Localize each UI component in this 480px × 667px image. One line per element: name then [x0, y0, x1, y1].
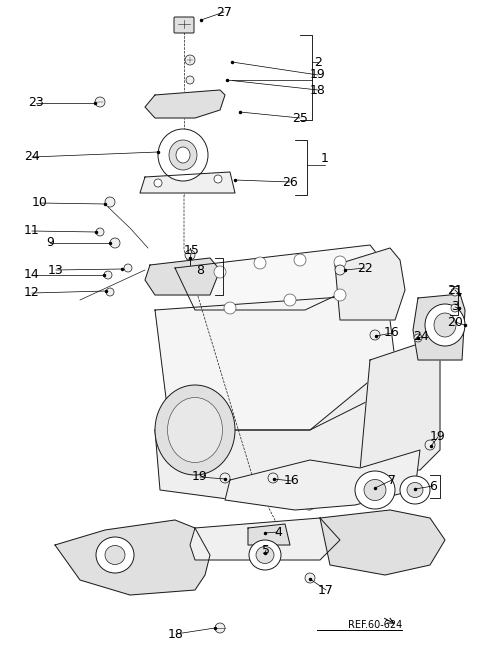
Ellipse shape [256, 546, 274, 564]
Circle shape [224, 302, 236, 314]
Circle shape [96, 228, 104, 236]
FancyBboxPatch shape [174, 17, 194, 33]
Circle shape [451, 288, 459, 296]
Polygon shape [335, 248, 405, 320]
Polygon shape [155, 360, 415, 510]
Polygon shape [248, 524, 290, 545]
Ellipse shape [364, 480, 386, 500]
Text: 14: 14 [24, 269, 40, 281]
Text: 11: 11 [24, 225, 40, 237]
Text: 10: 10 [32, 197, 48, 209]
Text: 23: 23 [28, 97, 44, 109]
Circle shape [214, 175, 222, 183]
Circle shape [268, 473, 278, 483]
Text: 25: 25 [292, 111, 308, 125]
Text: 19: 19 [310, 69, 326, 81]
Text: 7: 7 [388, 474, 396, 486]
Polygon shape [225, 450, 420, 510]
Polygon shape [175, 245, 390, 310]
Circle shape [305, 573, 315, 583]
Circle shape [425, 440, 435, 450]
Circle shape [185, 250, 195, 260]
Text: 5: 5 [262, 544, 270, 556]
Text: 2: 2 [314, 55, 322, 69]
Text: REF.60-624: REF.60-624 [348, 620, 402, 630]
Circle shape [106, 288, 114, 296]
Circle shape [334, 289, 346, 301]
Polygon shape [320, 510, 445, 575]
Ellipse shape [176, 147, 190, 163]
Ellipse shape [407, 482, 423, 498]
Polygon shape [145, 90, 225, 118]
Polygon shape [155, 295, 395, 430]
Ellipse shape [96, 537, 134, 573]
Text: 16: 16 [284, 474, 300, 488]
Text: 18: 18 [310, 83, 326, 97]
Ellipse shape [158, 129, 208, 181]
Text: 3: 3 [451, 301, 459, 313]
Circle shape [95, 97, 105, 107]
Polygon shape [360, 340, 440, 470]
Polygon shape [55, 520, 210, 595]
Text: 26: 26 [282, 175, 298, 189]
Circle shape [154, 179, 162, 187]
Circle shape [254, 257, 266, 269]
Text: 16: 16 [384, 327, 400, 340]
Text: 17: 17 [318, 584, 334, 596]
Text: 24: 24 [24, 151, 40, 163]
Circle shape [451, 304, 459, 312]
Circle shape [220, 473, 230, 483]
Polygon shape [145, 258, 220, 295]
Circle shape [370, 330, 380, 340]
Text: 6: 6 [429, 480, 437, 492]
Ellipse shape [400, 476, 430, 504]
Text: 19: 19 [192, 470, 208, 484]
Text: 4: 4 [274, 526, 282, 538]
Circle shape [284, 294, 296, 306]
Ellipse shape [168, 398, 223, 462]
Circle shape [414, 334, 422, 342]
Circle shape [335, 265, 345, 275]
Circle shape [110, 238, 120, 248]
Polygon shape [413, 294, 465, 360]
Text: 20: 20 [447, 315, 463, 329]
Text: 8: 8 [196, 263, 204, 277]
Circle shape [124, 264, 132, 272]
Text: 12: 12 [24, 287, 40, 299]
Ellipse shape [425, 304, 465, 346]
Circle shape [105, 197, 115, 207]
Circle shape [214, 266, 226, 278]
Text: 21: 21 [447, 283, 463, 297]
Circle shape [215, 623, 225, 633]
Ellipse shape [155, 385, 235, 475]
Text: 1: 1 [321, 151, 329, 165]
Ellipse shape [434, 313, 456, 337]
Text: 27: 27 [216, 5, 232, 19]
Text: 15: 15 [184, 243, 200, 257]
Circle shape [185, 55, 195, 65]
Text: 19: 19 [430, 430, 446, 444]
Text: 24: 24 [413, 331, 429, 344]
Circle shape [104, 271, 112, 279]
Ellipse shape [249, 540, 281, 570]
Text: 22: 22 [357, 261, 373, 275]
Circle shape [294, 254, 306, 266]
Ellipse shape [105, 546, 125, 564]
Text: 9: 9 [46, 237, 54, 249]
Text: 18: 18 [168, 628, 184, 640]
Ellipse shape [355, 471, 395, 509]
Polygon shape [140, 172, 235, 193]
Circle shape [186, 76, 194, 84]
Ellipse shape [169, 140, 197, 170]
Text: 13: 13 [48, 263, 64, 277]
Polygon shape [190, 518, 340, 560]
Circle shape [334, 256, 346, 268]
